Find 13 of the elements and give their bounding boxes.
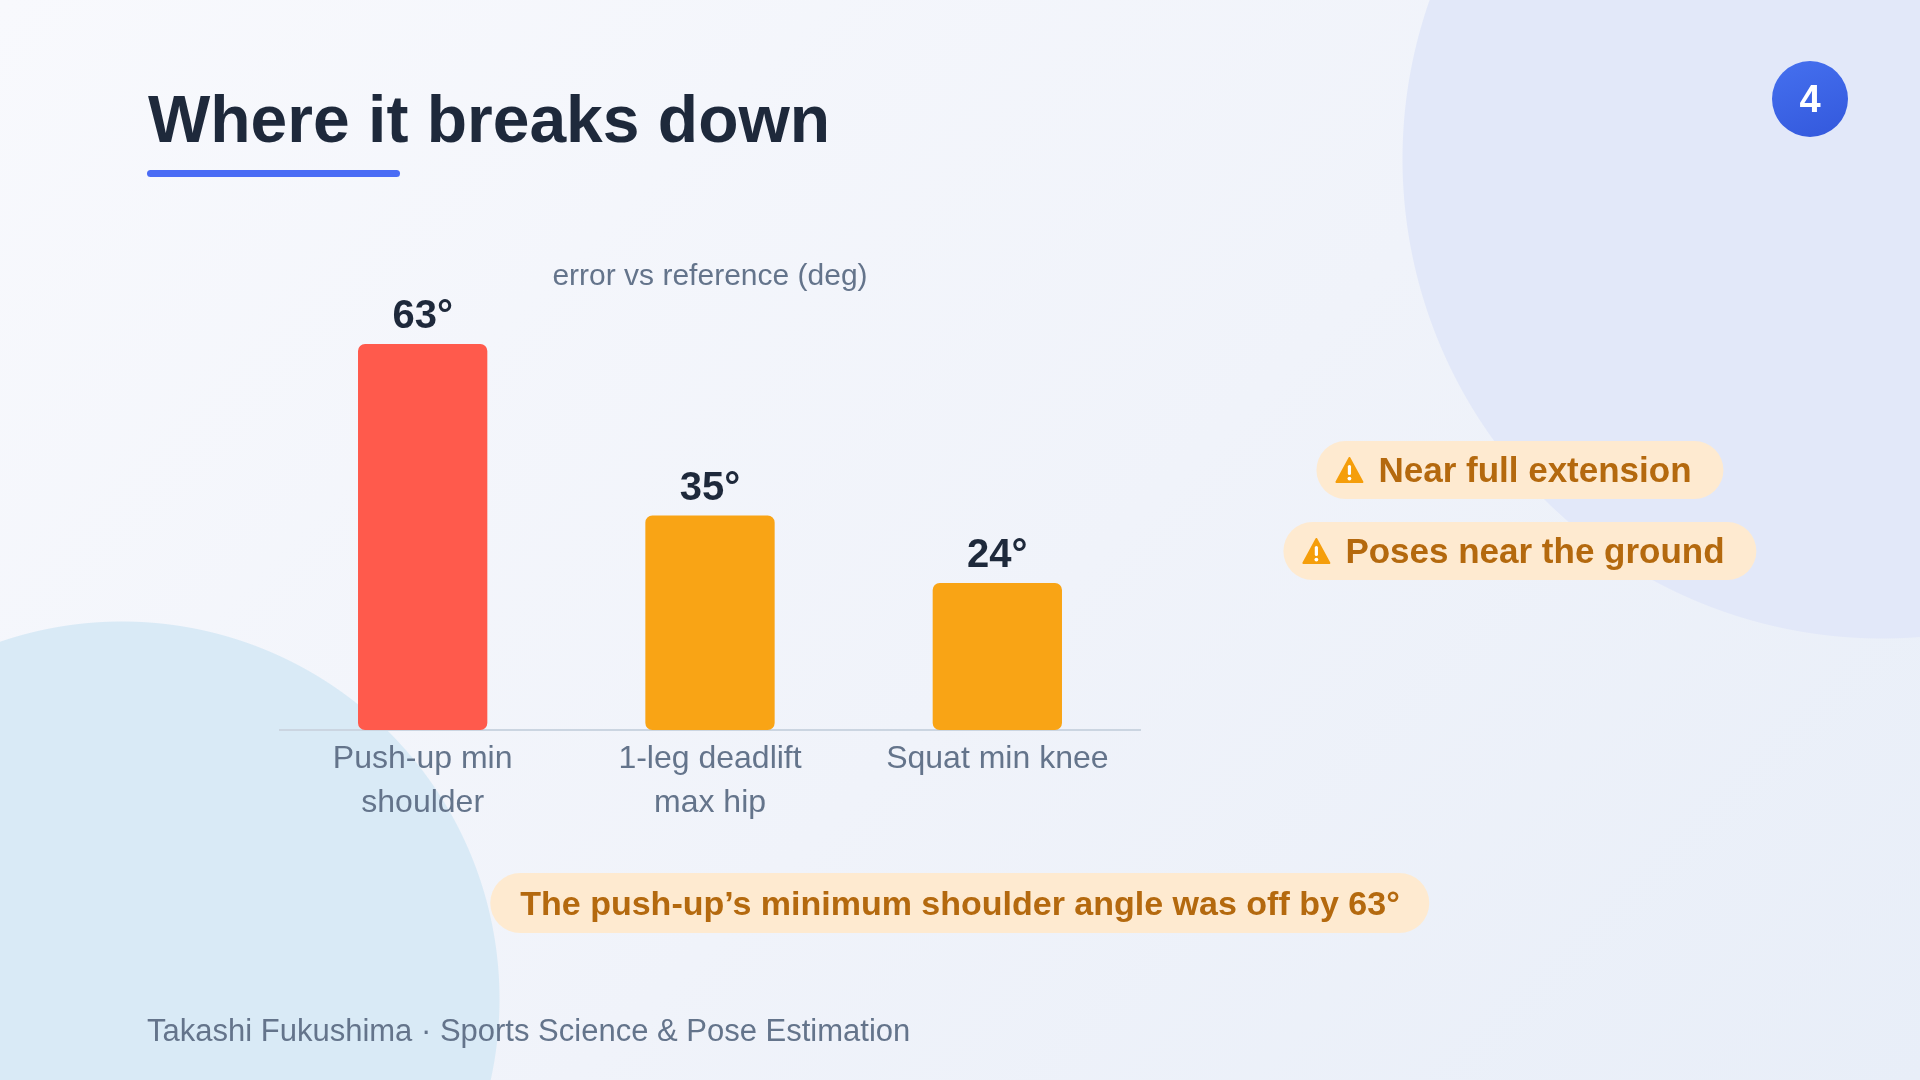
x-tick-label: Push-up min shoulder (332, 739, 513, 819)
pill: Poses near the ground (1283, 522, 1757, 580)
data-label: 63° (392, 291, 453, 336)
chart-subtitle: error vs reference (deg) (551, 257, 869, 293)
text: 4 (1799, 78, 1821, 120)
text: Takashi Fukushima · Sports Science & Pose Estimation (147, 1012, 911, 1050)
data-label: 35° (679, 463, 741, 508)
x-tick-label: Squat min knee (886, 739, 1109, 776)
pill: Near full extension (1316, 441, 1724, 499)
chart-title: Where it breaks down (148, 82, 831, 156)
pill: The push-up’s minimum shoulder angle was off by 63° (490, 873, 1430, 933)
data-label: 24° (967, 530, 1028, 575)
x-tick-label: 1-leg deadlift max hip (618, 739, 802, 819)
